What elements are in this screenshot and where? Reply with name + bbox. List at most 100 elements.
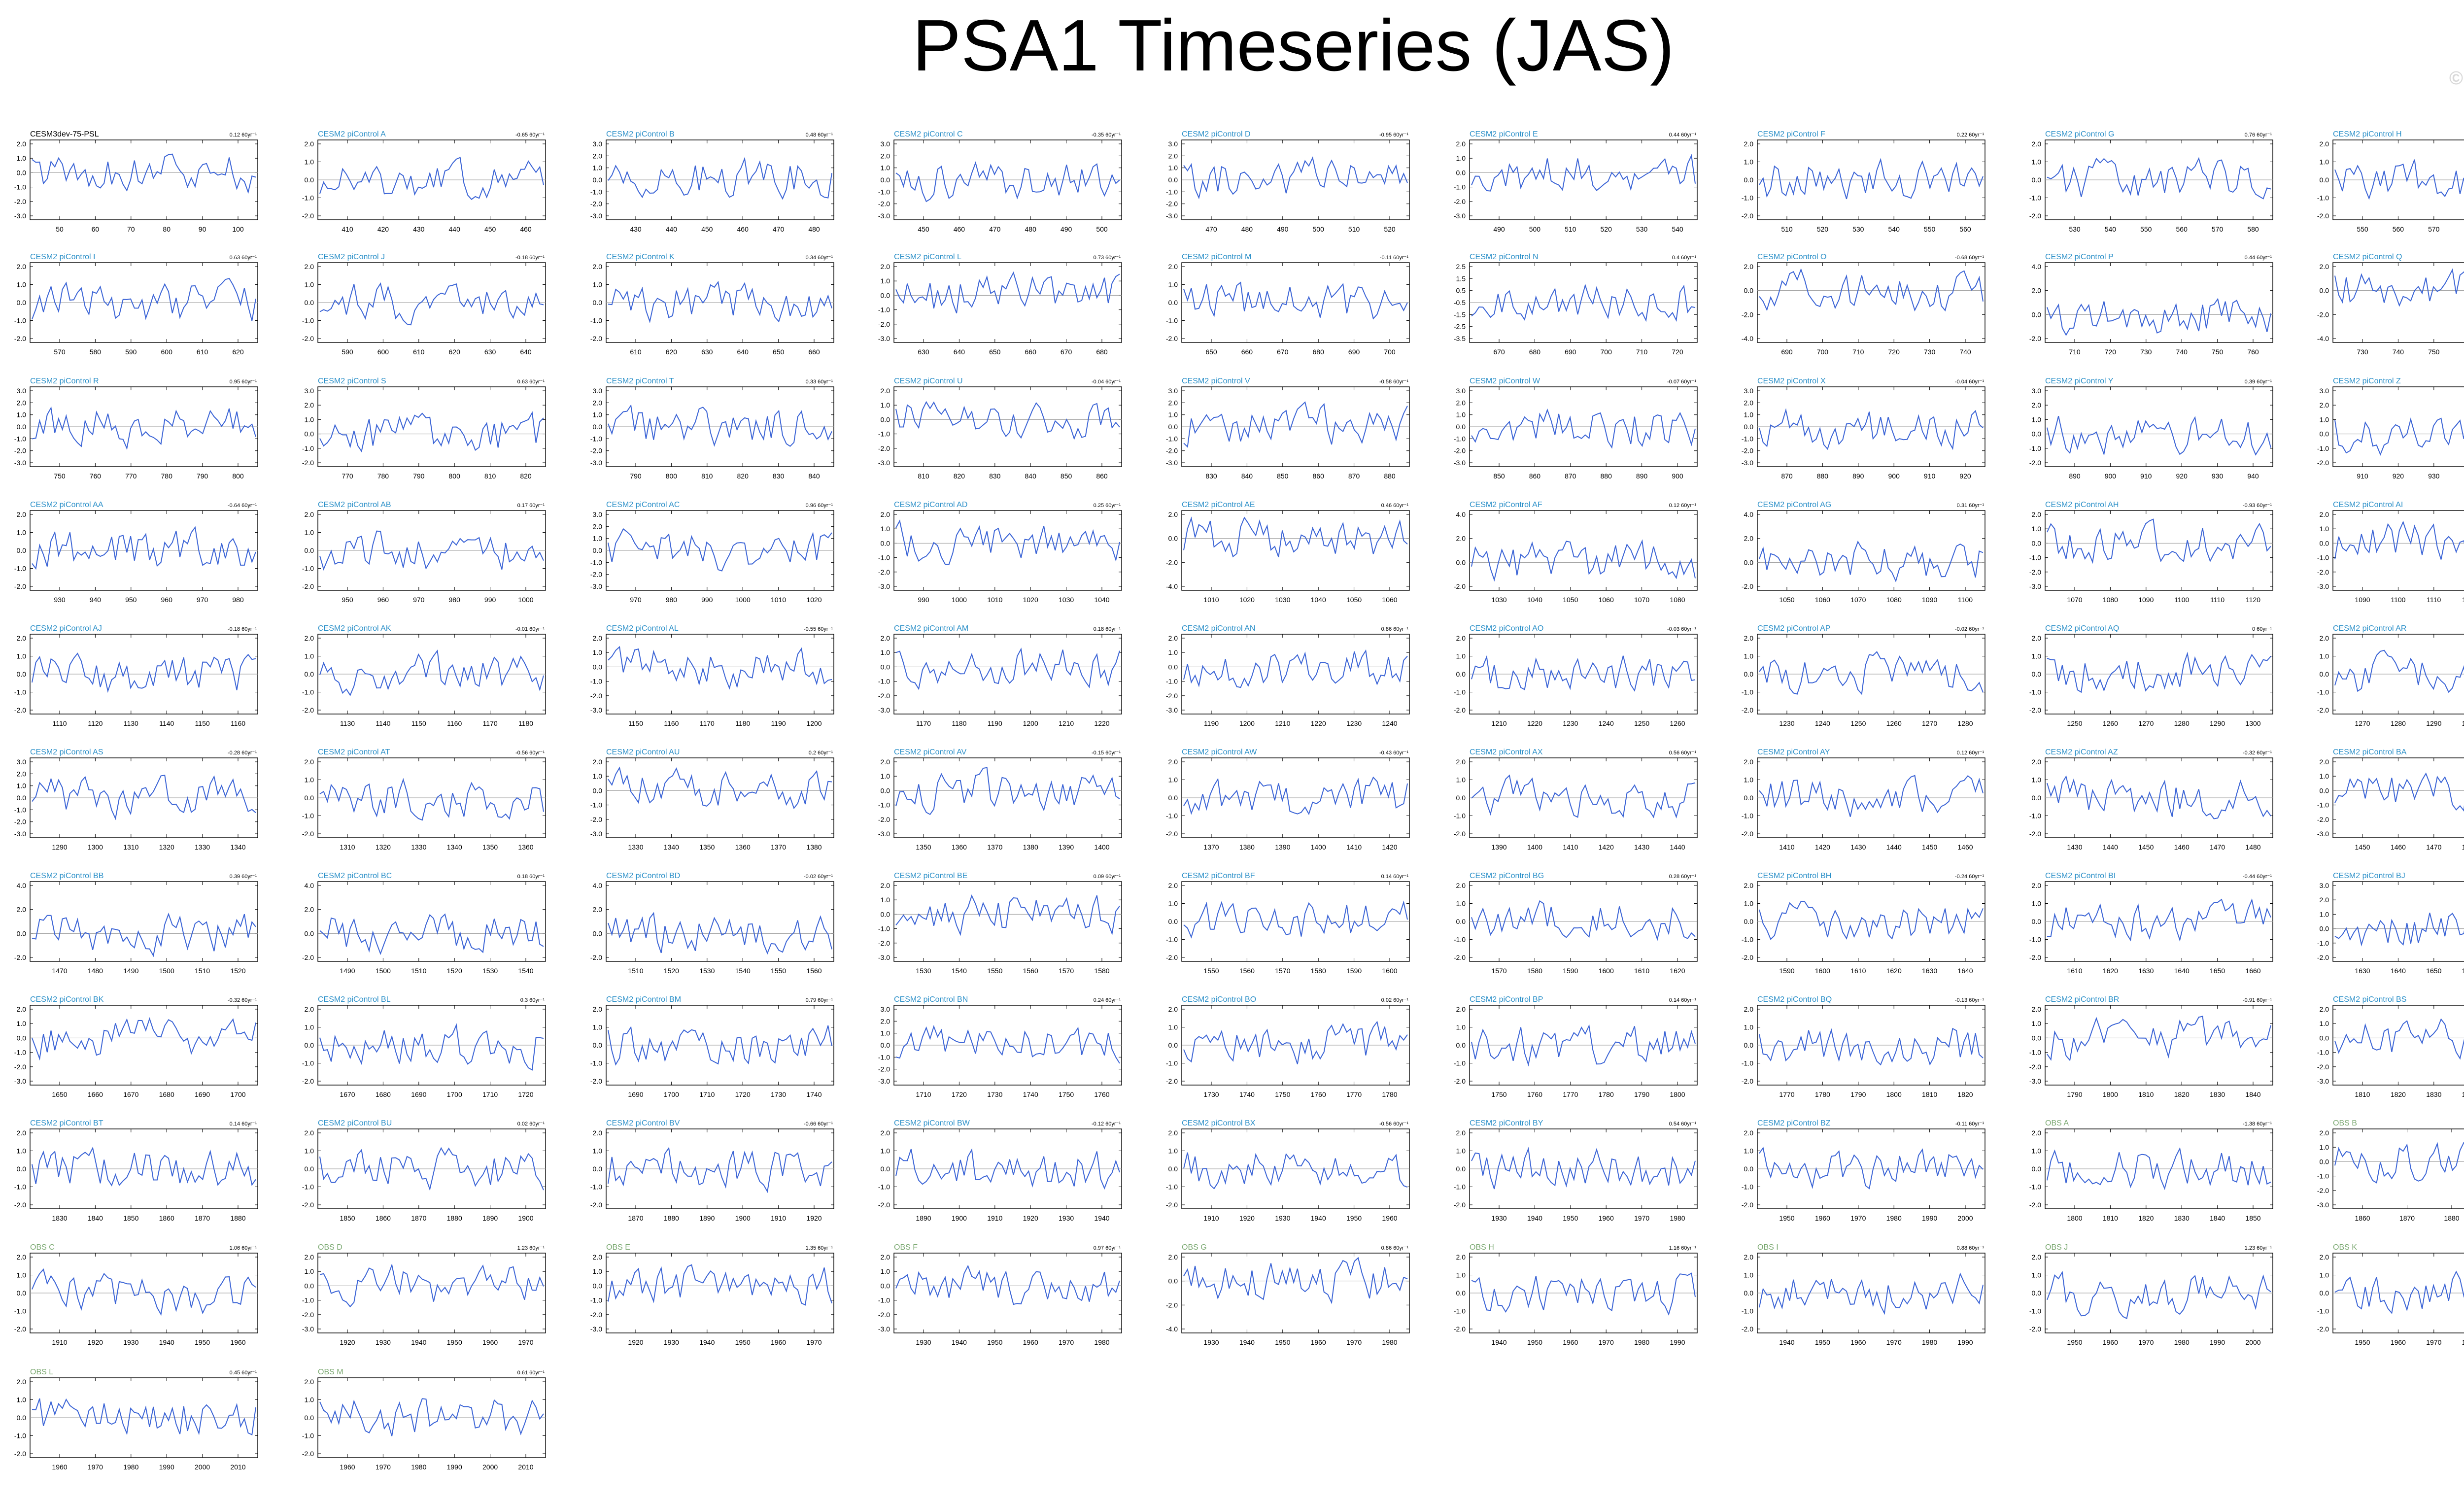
panel-label: CESM2 piControl BW: [894, 1119, 970, 1127]
y-tick-label: -3.0: [1166, 706, 1178, 714]
y-tick-label: 0.0: [2032, 670, 2042, 678]
panel: CESM2 piControl AV -0.15 60yr⁻¹ 2.0 1.0 0.0 -…: [878, 748, 1122, 851]
y-tick-label: -1.0: [14, 183, 26, 191]
y-tick-label: 0.0: [593, 929, 603, 937]
x-tick-label: 540: [1888, 225, 1900, 233]
x-tick-label: 910: [2357, 472, 2368, 480]
x-tick-label: 1840: [2245, 1090, 2260, 1098]
y-tick-label: 0.0: [1168, 1041, 1178, 1049]
x-tick-label: 1030: [1491, 596, 1506, 604]
x-tick-label: 1310: [123, 843, 138, 851]
x-tick-label: 610: [413, 348, 425, 356]
x-tick-label: 460: [520, 225, 532, 233]
x-tick-label: 1570: [1059, 967, 1074, 975]
panel-label: CESM2 piControl AF: [1470, 501, 1542, 509]
y-tick-label: -2.0: [1742, 447, 1753, 455]
panel: OBS E 1.35 60yr⁻¹ 2.0 1.0 0.0 -1.0 -2.0 -3.0 192…: [590, 1243, 834, 1346]
x-tick-label: 1960: [340, 1463, 355, 1471]
x-tick-label: 950: [125, 596, 137, 604]
panel-label: CESM2 piControl BS: [2333, 995, 2406, 1004]
panel-frame: [317, 881, 546, 962]
panel: CESM2 piControl BX -0.56 60yr⁻¹ 2.0 1.0 0.0 -…: [1166, 1119, 1410, 1222]
x-tick-label: 650: [1205, 348, 1217, 356]
x-tick-label: 1090: [1922, 596, 1937, 604]
y-tick-label: 1.0: [1168, 411, 1178, 419]
y-tick-label: 0.0: [1456, 423, 1466, 431]
panel-trend: 0.12 60yr⁻¹: [1957, 750, 1985, 756]
x-tick-label: 970: [413, 596, 425, 604]
y-tick-label: -2.0: [1454, 198, 1466, 205]
x-tick-label: 700: [1601, 348, 1612, 356]
x-tick-label: 630: [701, 348, 713, 356]
panel: CESM2 piControl BQ -0.13 60yr⁻¹ 2.0 1.0 0.0 -…: [1742, 995, 1985, 1098]
y-tick-label: -3.0: [1166, 459, 1178, 467]
x-tick-label: 60: [92, 225, 100, 233]
y-tick-label: 0.0: [881, 415, 890, 423]
x-tick-label: 1430: [2067, 843, 2082, 851]
y-tick-label: 0.0: [17, 1289, 27, 1297]
x-tick-label: 1480: [2462, 843, 2464, 851]
x-tick-label: 1900: [952, 1214, 967, 1222]
panel-label: CESM2 piControl BZ: [1757, 1119, 1831, 1127]
panel-frame: [2332, 386, 2464, 467]
y-tick-label: 0.0: [881, 291, 890, 299]
y-tick-label: 2.0: [305, 634, 314, 642]
y-tick-label: 0.0: [17, 169, 27, 176]
x-tick-label: 1520: [447, 967, 462, 975]
x-tick-label: 1920: [340, 1338, 355, 1346]
panel-trend: 1.06 60yr⁻¹: [230, 1245, 257, 1251]
x-tick-label: 1460: [2174, 843, 2190, 851]
x-tick-label: 1750: [1491, 1090, 1506, 1098]
panel-label: CESM2 piControl BA: [2333, 748, 2407, 756]
x-tick-label: 900: [1888, 472, 1900, 480]
y-tick-label: -2.0: [302, 1077, 314, 1085]
series-line: [1183, 1152, 1408, 1190]
x-tick-label: 1040: [1311, 596, 1326, 604]
y-tick-label: -3.0: [14, 459, 26, 467]
y-tick-label: 2.0: [2032, 1253, 2042, 1261]
y-tick-label: -1.0: [1454, 435, 1466, 443]
x-tick-label: 1080: [1670, 596, 1685, 604]
x-tick-label: 1450: [2355, 843, 2370, 851]
series-line: [32, 913, 256, 957]
x-tick-label: 1150: [195, 719, 210, 727]
y-tick-label: 1.0: [2032, 158, 2042, 166]
x-tick-label: 1930: [1059, 1214, 1074, 1222]
y-tick-label: -2.0: [1742, 310, 1753, 318]
x-tick-label: 1650: [2426, 967, 2441, 975]
x-tick-label: 1180: [952, 719, 966, 727]
series-line: [895, 1264, 1120, 1305]
y-tick-label: 1.0: [305, 1147, 314, 1155]
panel-label: CESM2 piControl V: [1182, 377, 1250, 385]
x-tick-label: 1710: [699, 1090, 715, 1098]
y-tick-label: -2.0: [1166, 1301, 1178, 1309]
panel-label: CESM2 piControl W: [1470, 377, 1540, 385]
panel: CESM2 piControl T 0.33 60yr⁻¹ 3.0 2.0 1.0 0.0…: [590, 377, 834, 480]
y-tick-label: 1.0: [2320, 1143, 2329, 1151]
y-tick-label: -3.0: [878, 1325, 890, 1333]
y-tick-label: -2.0: [14, 1325, 26, 1333]
panel-label: CESM2 piControl AT: [318, 748, 390, 756]
x-tick-label: 1210: [1059, 719, 1074, 727]
y-tick-label: -3.0: [590, 830, 602, 838]
panel: CESM2 piControl AW -0.43 60yr⁻¹ 2.0 1.0 0.0 -…: [1166, 748, 1410, 851]
x-tick-label: 1650: [52, 1090, 67, 1098]
x-tick-label: 1790: [2067, 1090, 2082, 1098]
panel-label: CESM2 piControl AO: [1470, 624, 1543, 633]
x-tick-label: 1370: [771, 843, 786, 851]
x-tick-label: 1160: [664, 719, 679, 727]
x-tick-label: 1410: [1346, 843, 1362, 851]
y-tick-label: 1.0: [593, 648, 603, 656]
y-tick-label: 2.0: [881, 1017, 890, 1025]
y-tick-label: 2.0: [305, 401, 314, 409]
panel-trend: 0.95 60yr⁻¹: [230, 379, 257, 385]
y-tick-label: 1.0: [2032, 525, 2042, 533]
x-tick-label: 570: [54, 348, 66, 356]
y-tick-label: 0.0: [1168, 794, 1178, 802]
panel: CESM2 piControl I 0.63 60yr⁻¹ 2.0 1.0 0.0 -1.…: [14, 253, 258, 356]
x-tick-label: 800: [232, 472, 244, 480]
panel-label: CESM2 piControl N: [1470, 253, 1539, 261]
x-tick-label: 1270: [2138, 719, 2154, 727]
x-tick-label: 1960: [1311, 1338, 1326, 1346]
panel-trend: -0.35 60yr⁻¹: [1092, 132, 1121, 138]
